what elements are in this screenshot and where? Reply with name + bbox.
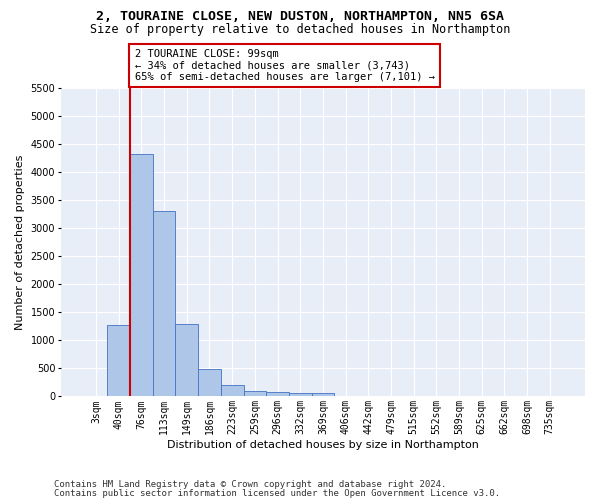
Y-axis label: Number of detached properties: Number of detached properties (15, 154, 25, 330)
Bar (266, 392, 289, 396)
Bar (107, 325, 130, 396)
Text: 2 TOURAINE CLOSE: 99sqm
← 34% of detached houses are smaller (3,743)
65% of semi: 2 TOURAINE CLOSE: 99sqm ← 34% of detache… (134, 49, 434, 82)
Bar (130, 154, 153, 396)
Bar (289, 394, 311, 396)
Bar (311, 393, 334, 396)
Text: 2, TOURAINE CLOSE, NEW DUSTON, NORTHAMPTON, NN5 6SA: 2, TOURAINE CLOSE, NEW DUSTON, NORTHAMPT… (96, 10, 504, 23)
Bar (153, 211, 175, 396)
Bar (198, 369, 221, 396)
Bar (244, 392, 266, 396)
Text: Contains public sector information licensed under the Open Government Licence v3: Contains public sector information licen… (54, 488, 500, 498)
X-axis label: Distribution of detached houses by size in Northampton: Distribution of detached houses by size … (167, 440, 479, 450)
Text: Size of property relative to detached houses in Northampton: Size of property relative to detached ho… (90, 22, 510, 36)
Text: Contains HM Land Registry data © Crown copyright and database right 2024.: Contains HM Land Registry data © Crown c… (54, 480, 446, 489)
Bar (175, 324, 198, 396)
Bar (221, 384, 244, 396)
